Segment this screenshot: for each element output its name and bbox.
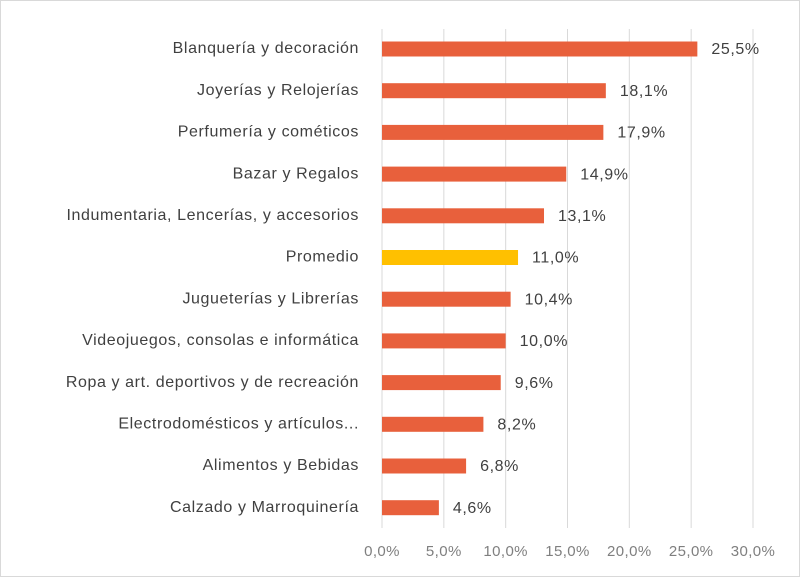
labels: 0,0% 5,0% 10,0% 15,0% 20,0% 25,0% 30,0% Blanque…	[66, 40, 775, 560]
value-label: 9,6%	[515, 375, 554, 392]
value-label: 8,2%	[497, 417, 536, 434]
x-tick-label: 20,0%	[607, 543, 652, 560]
value-label: 11,0%	[532, 250, 579, 267]
x-tick-label: 25,0%	[669, 543, 714, 560]
value-label: 25,5%	[711, 41, 759, 58]
x-tick-label: 15,0%	[545, 543, 590, 560]
bar	[382, 83, 606, 99]
category-label: Joyerías y Relojerías	[197, 82, 359, 99]
x-tick-label: 5,0%	[426, 543, 462, 560]
bar	[382, 166, 567, 182]
bar	[382, 416, 484, 432]
bar	[382, 333, 506, 349]
value-label: 13,1%	[558, 208, 606, 225]
category-label: Bazar y Regalos	[233, 165, 359, 182]
bar	[382, 500, 439, 516]
x-tick-label: 0,0%	[364, 543, 400, 560]
bars	[382, 41, 698, 516]
category-label: Perfumería y cométicos	[178, 124, 359, 141]
bar-promedio	[382, 250, 519, 265]
category-label: Ropa y art. deportivos y de recreación	[66, 374, 359, 391]
value-label: 17,9%	[617, 125, 665, 142]
gridlines	[381, 29, 754, 528]
category-label: Blanquería y decoración	[173, 40, 359, 57]
bar	[382, 458, 467, 474]
category-label: Calzado y Marroquinería	[170, 499, 359, 516]
value-label: 10,0%	[520, 333, 568, 350]
category-label: Indumentaria, Lencerías, y accesorios	[66, 207, 359, 224]
bar	[382, 208, 545, 224]
x-tick-label: 10,0%	[483, 543, 528, 560]
category-label: Jugueterías y Librerías	[182, 290, 359, 307]
bar	[382, 375, 501, 391]
value-label: 14,9%	[580, 166, 628, 183]
value-label: 10,4%	[525, 291, 573, 308]
category-label: Promedio	[286, 249, 359, 266]
bar	[382, 124, 604, 140]
value-label: 4,6%	[453, 500, 492, 517]
bar	[382, 41, 698, 57]
category-label: Alimentos y Bebidas	[203, 457, 359, 474]
value-label: 6,8%	[480, 458, 519, 475]
x-tick-label: 30,0%	[731, 543, 776, 560]
category-label: Electrodomésticos y artículos...	[118, 416, 359, 433]
value-label: 18,1%	[620, 83, 668, 100]
category-label: Videojuegos, consolas e informática	[82, 332, 359, 349]
bar	[382, 291, 511, 307]
